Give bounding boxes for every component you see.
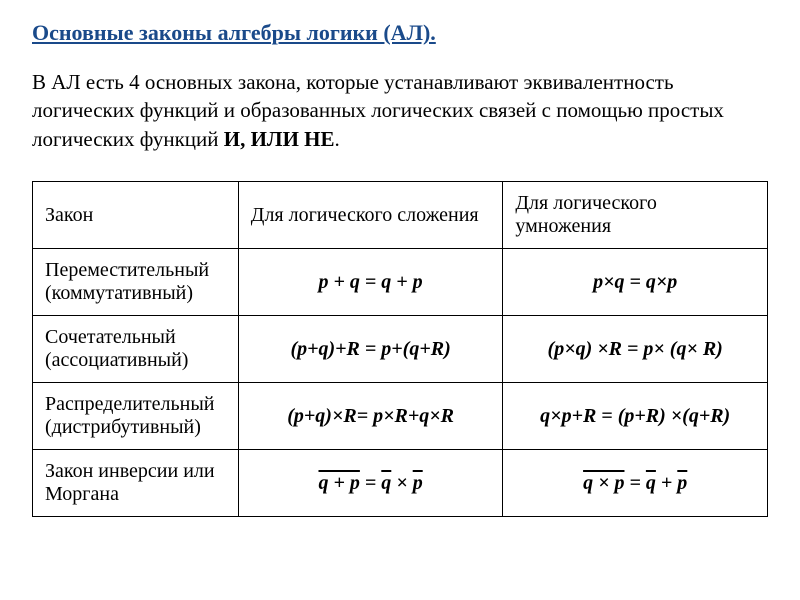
table-row: Сочетательный (ассоциативный) (p+q)+R = … [33,316,768,383]
eq-sign: = [360,472,381,494]
morgan-add-right-a: q [381,472,391,494]
commutative-multiplication: p×q = q×p [503,249,768,316]
morgan-addition: q + p = q × p [238,450,503,517]
law-line2: (дистрибутивный) [45,416,201,438]
table-row: Переместительный (коммутативный) p + q =… [33,249,768,316]
associative-multiplication: (p×q) ×R = p× (q× R) [503,316,768,383]
morgan-mul-right-b: p [677,472,687,494]
morgan-mul-right-a: q [646,472,656,494]
law-name-associative: Сочетательный (ассоциативный) [33,316,239,383]
morgan-add-right-b: p [413,472,423,494]
morgan-multiplication: q × p = q + p [503,450,768,517]
law-line2: (ассоциативный) [45,349,188,371]
intro-bold: И, ИЛИ НЕ [224,127,335,151]
morgan-mul-left: q × p [583,472,624,494]
law-name-distributive: Распределительный (дистрибутивный) [33,383,239,450]
eq-sign: = [624,472,645,494]
associative-addition: (p+q)+R = p+(q+R) [238,316,503,383]
law-line2: Моргана [45,483,119,505]
law-line1: Закон инверсии или [45,460,215,482]
distributive-multiplication: q×p+R = (p+R) ×(q+R) [503,383,768,450]
law-line1: Переместительный [45,259,209,281]
header-addition: Для логического сложения [238,182,503,249]
commutative-addition: p + q = q + p [238,249,503,316]
op-add: + [656,472,677,494]
law-name-morgan: Закон инверсии или Моргана [33,450,239,517]
header-multiplication: Для логического умножения [503,182,768,249]
law-line2: (коммутативный) [45,282,193,304]
intro-paragraph: В АЛ есть 4 основных закона, которые уст… [32,68,768,153]
table-header-row: Закон Для логического сложения Для логич… [33,182,768,249]
table-row: Закон инверсии или Моргана q + p = q × p… [33,450,768,517]
intro-text-2: . [335,127,340,151]
law-name-commutative: Переместительный (коммутативный) [33,249,239,316]
op-mul: × [391,472,412,494]
distributive-addition: (p+q)×R= p×R+q×R [238,383,503,450]
table-row: Распределительный (дистрибутивный) (p+q)… [33,383,768,450]
intro-text-1: В АЛ есть 4 основных закона, которые уст… [32,70,724,151]
morgan-add-left: q + p [318,472,359,494]
laws-table: Закон Для логического сложения Для логич… [32,181,768,517]
law-line1: Распределительный [45,393,215,415]
law-line1: Сочетательный [45,326,176,348]
page-title: Основные законы алгебры логики (АЛ). [32,20,768,46]
header-law: Закон [33,182,239,249]
